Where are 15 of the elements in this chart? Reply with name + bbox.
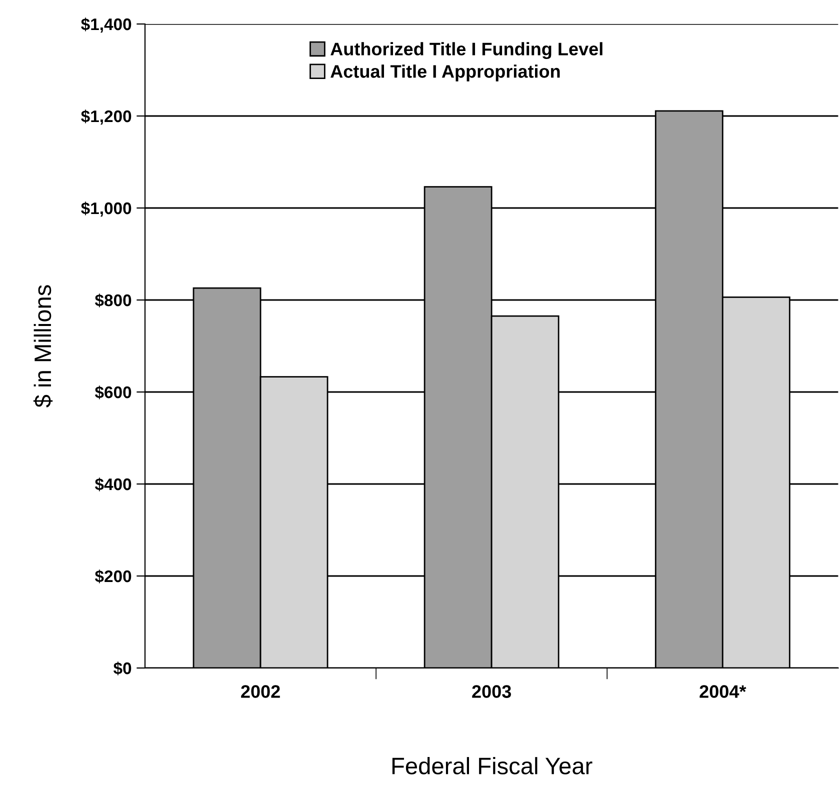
x-tick-label: 2002 [241, 685, 280, 698]
y-tick-label: $0 [113, 662, 132, 676]
y-tick-label: $1,400 [81, 18, 132, 33]
y-tick-label: $200 [94, 570, 132, 584]
y-tick-label: $1,200 [81, 110, 132, 125]
legend-label: Actual Title I Appropriation [330, 64, 560, 82]
x-axis-title: Federal Fiscal Year [392, 757, 592, 774]
y-axis-title: $ in Millions [33, 285, 53, 408]
y-tick-label: $400 [94, 478, 132, 492]
x-tick-label: 2004* [700, 685, 746, 698]
legend-label: Authorized Title I Funding Level [330, 42, 602, 60]
y-tick-label: $1,000 [81, 202, 132, 217]
y-tick-label: $800 [94, 294, 132, 308]
y-tick-label: $600 [94, 386, 132, 400]
x-tick-label: 2003 [472, 685, 512, 698]
